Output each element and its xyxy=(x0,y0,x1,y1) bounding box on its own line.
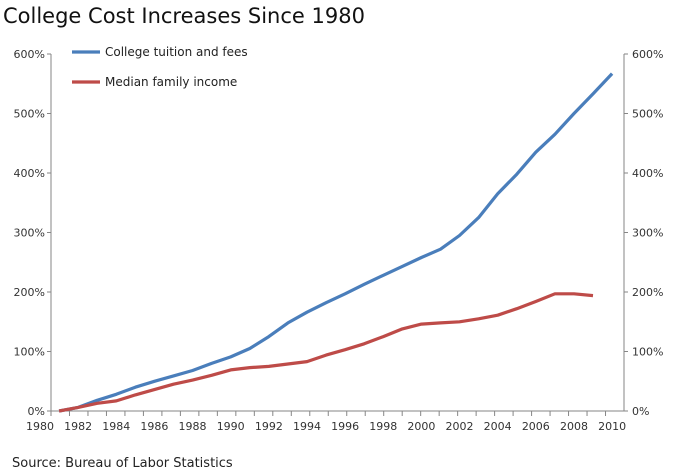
legend-label: College tuition and fees xyxy=(105,45,248,59)
x-tick-label: 2000 xyxy=(407,420,435,433)
y-tick-label-left: 200% xyxy=(14,286,45,299)
x-tick-label: 1996 xyxy=(331,420,359,433)
x-tick-label: 2006 xyxy=(522,420,550,433)
y-tick-label-left: 300% xyxy=(14,227,45,240)
x-tick-label: 1994 xyxy=(293,420,321,433)
y-tick-label-left: 100% xyxy=(14,346,45,359)
x-tick-label: 1984 xyxy=(102,420,130,433)
y-tick-label-right: 200% xyxy=(632,286,663,299)
y-tick-label-right: 0% xyxy=(632,405,649,418)
x-tick-label: 1988 xyxy=(179,420,207,433)
series-line-1 xyxy=(58,292,594,413)
x-tick-label: 2010 xyxy=(598,420,626,433)
y-tick-label-left: 0% xyxy=(28,405,45,418)
y-tick-label-right: 400% xyxy=(632,167,663,180)
y-tick-label-right: 600% xyxy=(632,48,663,61)
y-tick-label-right: 500% xyxy=(632,108,663,121)
x-tick-label: 1990 xyxy=(217,420,245,433)
y-tick-label-right: 100% xyxy=(632,346,663,359)
series-line-0 xyxy=(58,72,614,413)
x-tick-label: 1986 xyxy=(140,420,168,433)
chart-title: College Cost Increases Since 1980 xyxy=(3,4,365,28)
x-tick-label: 1982 xyxy=(64,420,92,433)
y-tick-label-left: 500% xyxy=(14,108,45,121)
y-tick-label-left: 400% xyxy=(14,167,45,180)
source-note: Source: Bureau of Labor Statistics xyxy=(12,456,233,471)
x-tick-label: 1992 xyxy=(255,420,283,433)
x-tick-label: 2004 xyxy=(484,420,512,433)
x-tick-label: 1998 xyxy=(369,420,397,433)
x-tick-label: 2002 xyxy=(446,420,474,433)
legend-label: Median family income xyxy=(105,75,237,89)
y-tick-label-left: 600% xyxy=(14,48,45,61)
x-tick-label: 2008 xyxy=(560,420,588,433)
x-tick-label: 1980 xyxy=(26,420,54,433)
y-tick-label-right: 300% xyxy=(632,227,663,240)
